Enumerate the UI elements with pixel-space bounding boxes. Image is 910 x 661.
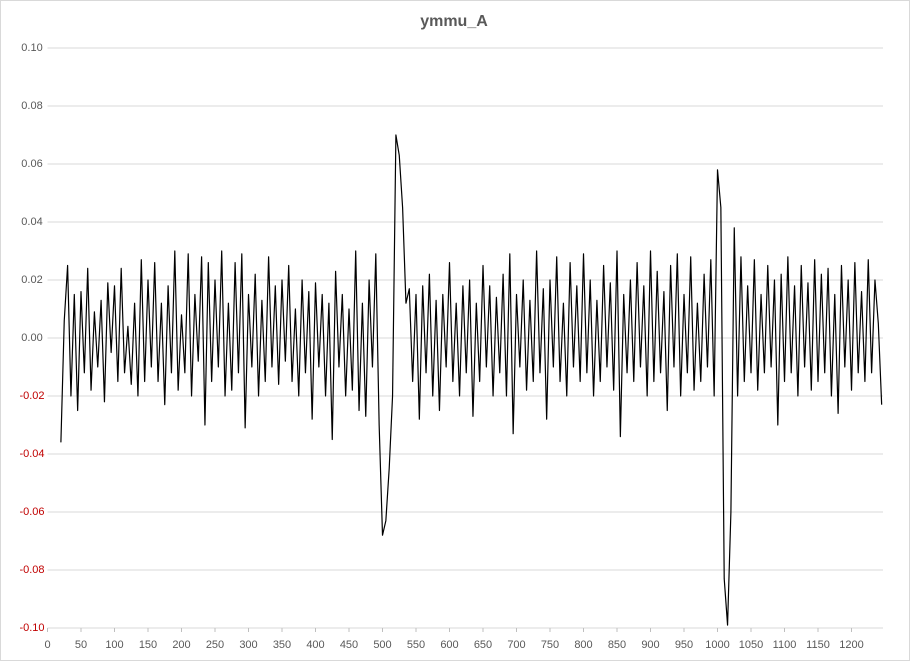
- x-tick-label: 250: [206, 639, 224, 651]
- x-tick-label: 1100: [773, 639, 797, 651]
- x-tick-label: 150: [139, 639, 157, 651]
- y-tick-label: 0.08: [21, 100, 42, 112]
- y-tick-label: -0.02: [19, 390, 44, 402]
- x-tick-label: 350: [273, 639, 291, 651]
- x-tick-label: 1050: [739, 639, 763, 651]
- y-tick-label: -0.10: [19, 622, 44, 634]
- x-tick-label: 800: [574, 639, 592, 651]
- y-tick-label: -0.06: [19, 506, 44, 518]
- y-tick-label: 0.10: [21, 42, 42, 54]
- y-tick-label: 0.06: [21, 158, 42, 170]
- x-tick-label: 750: [541, 639, 559, 651]
- x-tick-label: 950: [675, 639, 693, 651]
- x-tick-label: 550: [407, 639, 425, 651]
- x-tick-label: 1000: [705, 639, 729, 651]
- x-tick-label: 50: [75, 639, 87, 651]
- x-tick-label: 1200: [839, 639, 863, 651]
- y-tick-label: 0.02: [21, 274, 42, 286]
- x-tick-label: 1150: [806, 639, 830, 651]
- x-tick-label: 100: [105, 639, 123, 651]
- x-tick-label: 700: [507, 639, 525, 651]
- x-tick-label: 900: [641, 639, 659, 651]
- x-tick-label: 200: [172, 639, 190, 651]
- x-tick-label: 400: [306, 639, 324, 651]
- x-tick-label: 600: [440, 639, 458, 651]
- y-tick-label: 0.00: [21, 332, 42, 344]
- data-line: [60, 134, 883, 626]
- x-tick-label: 300: [239, 639, 257, 651]
- x-tick-label: 450: [340, 639, 358, 651]
- y-tick-label: -0.08: [19, 564, 44, 576]
- x-tick-label: 500: [373, 639, 391, 651]
- x-tick-label: 850: [608, 639, 626, 651]
- y-tick-label: -0.04: [19, 448, 44, 460]
- x-tick-label: 0: [44, 639, 50, 651]
- y-tick-label: 0.04: [21, 216, 42, 228]
- x-tick-label: 650: [474, 639, 492, 651]
- chart-title: ymmu_A: [420, 13, 488, 30]
